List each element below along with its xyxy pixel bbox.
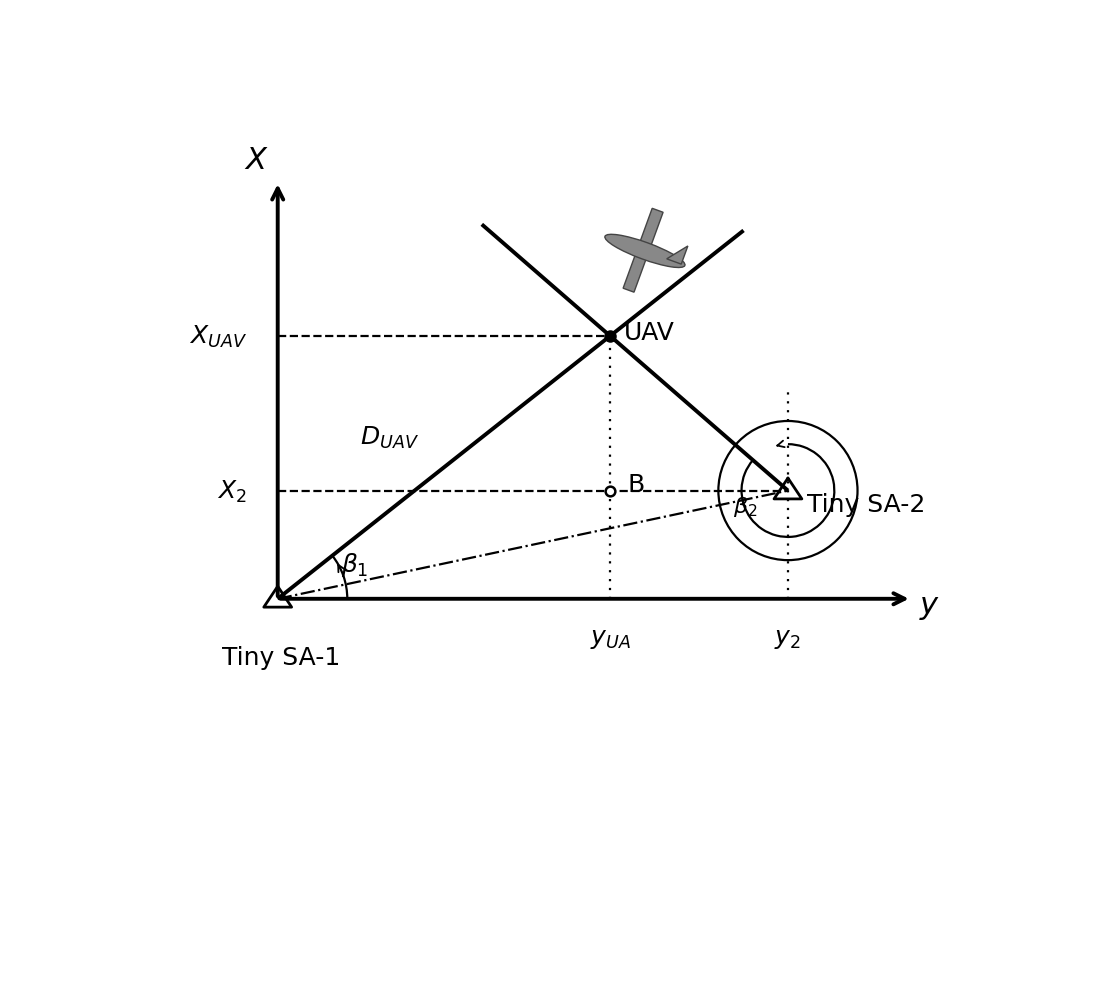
Text: Tiny SA-2: Tiny SA-2 (807, 493, 925, 517)
Text: X$_2$: X$_2$ (217, 478, 246, 505)
Text: D$_{UAV}$: D$_{UAV}$ (360, 424, 419, 450)
Polygon shape (667, 247, 688, 265)
Text: Tiny SA-1: Tiny SA-1 (222, 646, 341, 670)
Text: X$_{UAV}$: X$_{UAV}$ (188, 324, 246, 350)
Text: X: X (245, 145, 266, 175)
Text: B: B (627, 472, 645, 496)
Text: y$_{UA}$: y$_{UA}$ (590, 626, 630, 650)
Text: y$_2$: y$_2$ (774, 626, 802, 650)
Text: $\beta_1$: $\beta_1$ (341, 551, 368, 579)
Text: $\beta_2$: $\beta_2$ (734, 494, 758, 519)
Ellipse shape (605, 235, 685, 268)
Polygon shape (623, 249, 649, 293)
Text: UAV: UAV (624, 321, 675, 345)
Polygon shape (638, 209, 663, 253)
Text: y: y (920, 591, 937, 620)
